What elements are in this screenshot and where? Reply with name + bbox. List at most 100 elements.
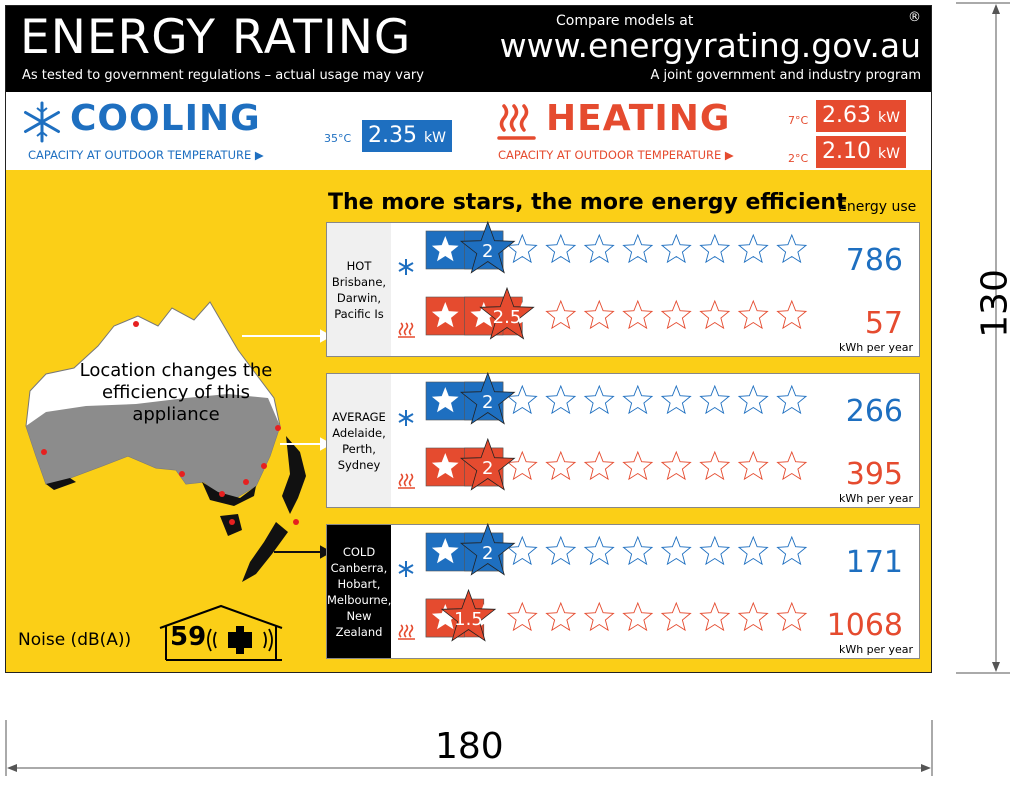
capacity-band: COOLING CAPACITY AT OUTDOOR TEMPERATURE … (6, 92, 931, 170)
average-heating-rating-star (459, 437, 516, 491)
compare-text: Compare models at (556, 13, 694, 29)
star-ratings: 2 2.5 2 2 2 1.5 (398, 220, 808, 642)
snowflake-icon (24, 101, 60, 143)
average-cooling-star-filled (431, 387, 459, 413)
cold-heating-star-empty (660, 601, 692, 632)
hot-heating-star-empty (699, 299, 731, 330)
height-dimension-label: 130 (974, 269, 1016, 338)
cold-snowflake-icon (398, 561, 414, 577)
noise-label: Noise (dB(A)) (18, 630, 132, 650)
zone-city: Brisbane, (331, 274, 387, 289)
label-subtitle: As tested to government regulations – ac… (22, 68, 424, 83)
cold-cooling-rating-star (459, 522, 516, 576)
house-icon (159, 604, 283, 661)
speaker-sound-icon (207, 626, 273, 654)
average-cooling-energy-use: 266 (845, 394, 903, 429)
cooling-capacity-caption: CAPACITY AT OUTDOOR TEMPERATURE ▶ (28, 148, 264, 162)
registered-mark: ® (908, 10, 921, 25)
average-cooling-star-empty (506, 384, 538, 415)
zone-cities-average: AVERAGE Adelaide, Perth, Sydney (327, 374, 391, 507)
more-stars-heading: The more stars, the more energy efficien… (328, 190, 847, 215)
cold-heating-star-empty (622, 601, 654, 632)
energy-rating-label: ENERGY RATING As tested to government re… (5, 5, 932, 673)
zone-city: Hobart, (337, 576, 381, 591)
heating-temp-1: 7°C (788, 114, 809, 127)
zone-panel-cold: COLD Canberra, Hobart, Melbourne, New Ze… (326, 524, 920, 659)
cold-cooling-star-filled (431, 538, 459, 564)
hot-heating-star-filled (431, 302, 459, 328)
cooling-title: COOLING (70, 98, 261, 139)
average-heating-star-empty (737, 450, 769, 481)
average-heating-star-empty (583, 450, 615, 481)
cold-cooling-star-empty (545, 535, 577, 566)
website-url[interactable]: www.energyrating.gov.au (499, 26, 921, 65)
zone-city: Canberra, (330, 560, 388, 575)
zone-cities-hot: HOT Brisbane, Darwin, Pacific Is (327, 223, 391, 356)
heating-capacity-value-2: 2.10 kW (816, 136, 906, 168)
cold-heating-star-empty (776, 601, 808, 632)
hot-heating-star-empty (737, 299, 769, 330)
average-cooling-rating-label: 2 (482, 392, 493, 413)
average-heating-star-empty (660, 450, 692, 481)
zone-panel-average: AVERAGE Adelaide, Perth, Sydney 266 395 … (326, 373, 920, 508)
cooling-capacity-value: 2.35 kW (362, 120, 452, 152)
hot-heating-star-empty (545, 299, 577, 330)
hot-cooling-rating-label: 2 (482, 241, 493, 262)
width-dimension-label: 180 (435, 726, 504, 767)
hot-cooling-star-filled (431, 236, 459, 262)
cold-heating-star-empty (545, 601, 577, 632)
hot-cooling-star-empty (776, 233, 808, 264)
cold-cooling-star-empty (506, 535, 538, 566)
cold-heating-star-filled (431, 604, 459, 630)
zone-city: Adelaide, (332, 425, 386, 440)
hot-cooling-star-empty (660, 233, 692, 264)
zone-name: HOT (346, 258, 372, 273)
cold-cooling-energy-use: 171 (845, 545, 903, 580)
hot-cooling-star-empty (622, 233, 654, 264)
hot-heating-star-empty (776, 299, 808, 330)
cold-heating-rating-star (440, 588, 497, 642)
joint-program-text: A joint government and industry program (650, 68, 921, 83)
hot-heating-star-empty (660, 299, 692, 330)
average-cooling-star-empty (545, 384, 577, 415)
average-heat-icon (398, 473, 415, 489)
height-dimension (956, 2, 1010, 674)
cold-heating-star-empty (699, 601, 731, 632)
cold-heat-icon (398, 624, 415, 640)
heating-title: HEATING (546, 98, 731, 139)
zone-city: Sydney (337, 457, 381, 472)
heating-temp-2: 2°C (788, 152, 809, 165)
cold-heating-star-empty (583, 601, 615, 632)
zone-city: Perth, (342, 441, 376, 456)
average-heating-rating-label: 2 (482, 458, 493, 479)
average-heating-star-filled (431, 453, 459, 479)
australia-nz-map (25, 301, 306, 582)
heating-capacity-caption: CAPACITY AT OUTDOOR TEMPERATURE ▶ (498, 148, 734, 162)
hot-heating-rating-label: 2.5 (493, 307, 522, 328)
cold-cooling-star-empty (660, 535, 692, 566)
hot-cooling-star-empty (545, 233, 577, 264)
average-heating-energy-use: 395 (845, 457, 903, 492)
cold-cooling-star-empty (622, 535, 654, 566)
pointer-arrows (242, 329, 333, 559)
hot-heating-star-filled (470, 302, 498, 328)
average-cooling-star-empty (660, 384, 692, 415)
hot-cooling-star-empty (583, 233, 615, 264)
zone-city: Darwin, (336, 290, 382, 305)
hot-heating-rating-star (479, 286, 535, 340)
average-cooling-star-empty (622, 384, 654, 415)
cold-heating-energy-use: 1068 (826, 608, 903, 643)
width-dimension (5, 720, 933, 776)
zone-city: Pacific Is (334, 306, 384, 321)
cold-heating-star-empty (506, 601, 538, 632)
average-cooling-star-empty (737, 384, 769, 415)
cold-cooling-star-empty (776, 535, 808, 566)
average-heating-star-empty (699, 450, 731, 481)
cold-cooling-star-empty (583, 535, 615, 566)
cooling-temp: 35°C (324, 132, 352, 145)
hot-heating-star-empty (583, 299, 615, 330)
average-heating-star-empty (622, 450, 654, 481)
hot-cooling-star-empty (506, 233, 538, 264)
hot-cooling-energy-use: 786 (845, 243, 903, 278)
zone-city: New Zealand (335, 608, 383, 639)
